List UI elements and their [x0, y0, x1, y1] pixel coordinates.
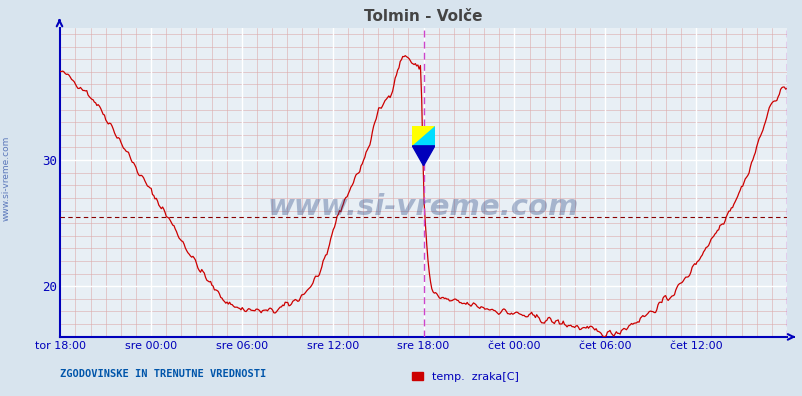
- Text: ZGODOVINSKE IN TRENUTNE VREDNOSTI: ZGODOVINSKE IN TRENUTNE VREDNOSTI: [60, 369, 266, 379]
- Polygon shape: [412, 126, 435, 146]
- Legend: temp.  zraka[C]: temp. zraka[C]: [407, 367, 523, 386]
- Polygon shape: [412, 146, 435, 166]
- Text: www.si-vreme.com: www.si-vreme.com: [2, 135, 11, 221]
- Text: www.si-vreme.com: www.si-vreme.com: [268, 193, 578, 221]
- Polygon shape: [412, 126, 435, 146]
- Title: Tolmin - Volče: Tolmin - Volče: [364, 9, 482, 24]
